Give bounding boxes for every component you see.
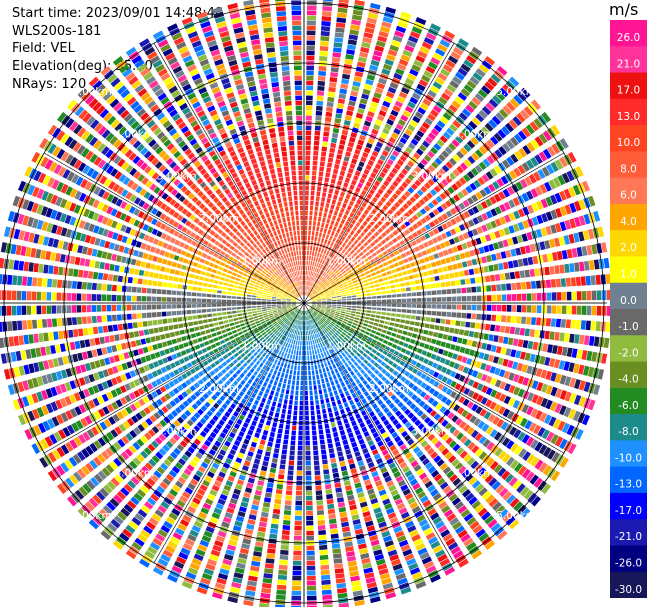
ring-label: 3.00km bbox=[411, 171, 451, 183]
ring-label: 3.00km bbox=[157, 425, 197, 437]
start-time: Start time: 2023/09/01 14:48:48 bbox=[12, 6, 224, 21]
ring-label: 5.00km bbox=[72, 86, 112, 98]
colorbar-swatch bbox=[610, 387, 647, 415]
ring-label: 4.00km bbox=[454, 128, 494, 140]
ring-label: 2.00km bbox=[199, 213, 239, 225]
colorbar-units: m/s bbox=[609, 0, 639, 19]
field-name: Field: VEL bbox=[12, 41, 75, 57]
colorbar-swatch bbox=[610, 125, 647, 152]
colorbar-tick-label: 10.0 bbox=[617, 137, 640, 149]
ring-label: 2.00km bbox=[369, 383, 409, 395]
colorbar-swatch bbox=[610, 20, 647, 47]
ring-label: 1.00km bbox=[327, 256, 367, 268]
colorbar-swatch bbox=[610, 256, 647, 284]
colorbar-tick-label: 4.0 bbox=[620, 216, 637, 228]
ring-label: 3.00km bbox=[157, 171, 197, 183]
colorbar-swatch bbox=[610, 230, 647, 257]
nrays: NRays: 120 bbox=[12, 77, 87, 93]
azimuth-spoke bbox=[303, 302, 455, 563]
colorbar-swatch bbox=[610, 414, 647, 441]
azimuth-spoke bbox=[153, 43, 305, 304]
azimuth-spoke bbox=[303, 152, 564, 304]
ring-label: 1.00km bbox=[327, 340, 367, 352]
ring-label: 4.00km bbox=[114, 128, 154, 140]
colorbar-tick-label: -8.0 bbox=[618, 426, 639, 438]
colorbar-tick-label: -13.0 bbox=[615, 479, 642, 491]
colorbar-swatch bbox=[610, 545, 647, 573]
colorbar-tick-label: 0.0 bbox=[620, 295, 637, 307]
colorbar-tick-label: 26.0 bbox=[617, 32, 640, 44]
ring-label: 5.00km bbox=[496, 86, 536, 98]
colorbar-tick-label: -21.0 bbox=[615, 531, 642, 543]
colorbar-swatch bbox=[610, 335, 647, 363]
colorbar-tick-label: 21.0 bbox=[617, 58, 640, 70]
colorbar-tick-label: 17.0 bbox=[617, 85, 640, 97]
colorbar-swatch bbox=[610, 466, 647, 494]
colorbar-tick-label: -4.0 bbox=[618, 374, 639, 386]
colorbar-swatch bbox=[610, 519, 647, 546]
header-info: Start time: 2023/09/01 14:48:48 WLS200s-… bbox=[12, 5, 223, 94]
colorbar-swatch bbox=[610, 98, 647, 126]
azimuth-spoke bbox=[153, 302, 305, 563]
colorbar-swatch bbox=[610, 571, 647, 598]
colorbar-tick-label: 2.0 bbox=[620, 242, 637, 254]
instrument-name: WLS200s-181 bbox=[12, 23, 102, 39]
colorbar-swatch bbox=[610, 72, 647, 100]
colorbar-swatch bbox=[610, 361, 647, 389]
colorbar-tick-label: 6.0 bbox=[620, 190, 637, 202]
azimuth-spoke bbox=[303, 43, 455, 304]
azimuth-spoke bbox=[303, 302, 564, 454]
colorbar-tick-label: -2.0 bbox=[618, 347, 639, 359]
ring-label: 2.00km bbox=[369, 213, 409, 225]
colorbar-tick-label: -6.0 bbox=[618, 400, 639, 412]
colorbar-tick-label: -10.0 bbox=[615, 452, 642, 464]
colorbar-tick-label: 13.0 bbox=[617, 111, 640, 123]
ring-label: 1.00km bbox=[242, 256, 282, 268]
colorbar-tick-label: -26.0 bbox=[615, 557, 642, 569]
colorbar-swatch bbox=[610, 309, 647, 336]
azimuth-spoke bbox=[44, 152, 305, 304]
colorbar-swatch bbox=[610, 440, 647, 468]
ring-label: 4.00km bbox=[114, 468, 154, 480]
colorbar-swatch bbox=[610, 492, 647, 520]
colorbar: 26.0 21.0 17.0 13.0 10.0 8.0 6.0 4.0 2.0 1.0 0.0 -1… bbox=[610, 20, 647, 598]
colorbar-tick-label: -1.0 bbox=[618, 321, 639, 333]
colorbar-tick-label: 8.0 bbox=[620, 163, 637, 175]
colorbar-tick-label: -30.0 bbox=[615, 584, 642, 596]
azimuth-spoke bbox=[44, 302, 305, 454]
ring-label: 5.00km bbox=[496, 510, 536, 522]
ring-label: 2.00km bbox=[199, 383, 239, 395]
colorbar-swatch bbox=[610, 177, 647, 205]
colorbar-tick-label: 1.0 bbox=[620, 268, 637, 280]
colorbar-swatch bbox=[610, 282, 647, 310]
colorbar-swatch bbox=[610, 151, 647, 179]
ring-labels: 1.00km 1.00km 1.00km 1.00km 2.00km 2.00km 2.00… bbox=[72, 86, 536, 522]
colorbar-tick-label: -17.0 bbox=[615, 505, 642, 517]
ring-label: 4.00km bbox=[454, 468, 494, 480]
ring-label: 3.00km bbox=[411, 425, 451, 437]
colorbar-swatch bbox=[610, 46, 647, 74]
ring-label: 1.00km bbox=[242, 340, 282, 352]
colorbar-swatch bbox=[610, 203, 647, 231]
ring-label: 5.00km bbox=[72, 510, 112, 522]
